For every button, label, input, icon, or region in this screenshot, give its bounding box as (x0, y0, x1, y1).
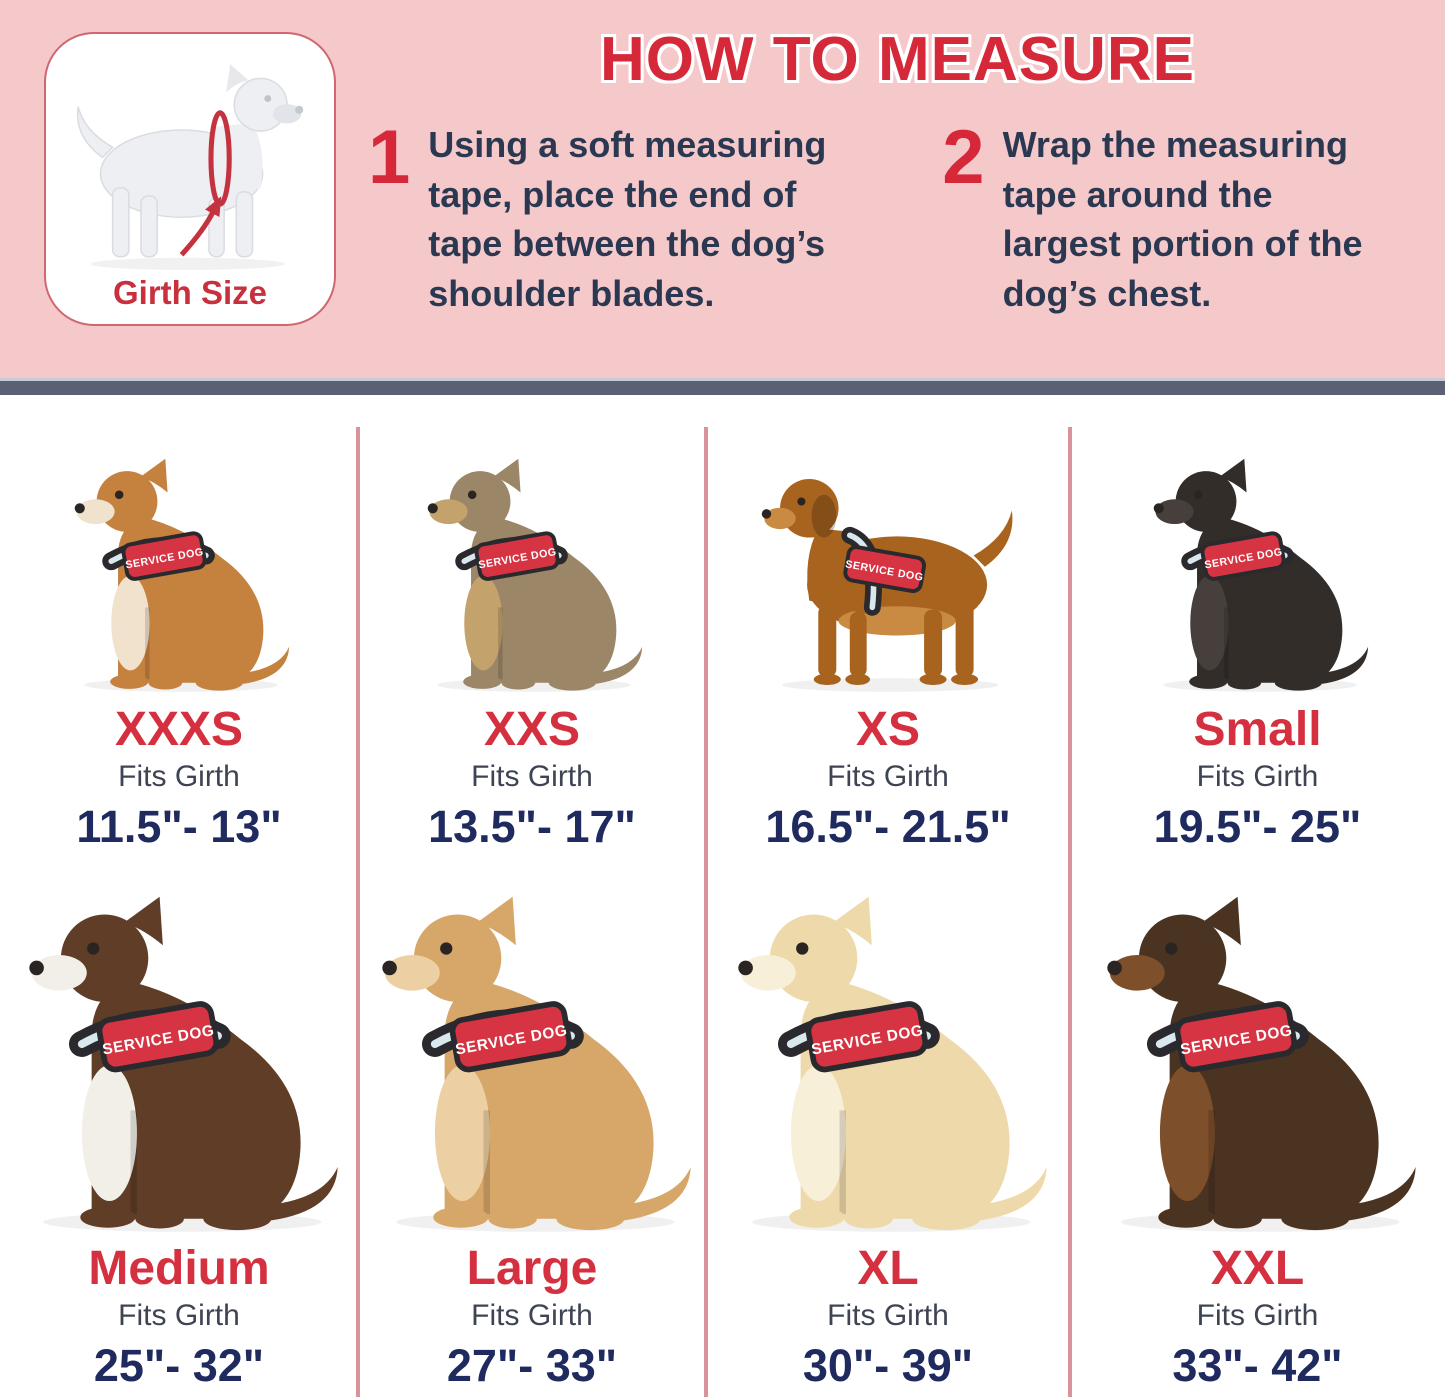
harness-patch: SERVICE DOG (843, 544, 926, 593)
fits-girth-label: Fits Girth (827, 760, 949, 793)
girth-range-value: 25"- 32" (93, 1340, 265, 1391)
doberman-mix-illustration: SERVICE DOG (1107, 896, 1417, 1232)
harness-patch: SERVICE DOG (1175, 1000, 1298, 1073)
size-cell-medium: SERVICE DOG Medium Fits Girth 25"- 32" (0, 870, 358, 1397)
size-name-label: XXXS (114, 702, 244, 756)
column-divider (356, 427, 360, 1397)
step-1-number: 1 (368, 115, 411, 200)
yorkshire-terrier-illustration: SERVICE DOG (427, 458, 643, 692)
girth-range-value: 13.5"- 17" (428, 801, 636, 852)
size-cell-xxl: SERVICE DOG XXL Fits Girth 33"- 42" (1070, 870, 1445, 1397)
girth-range-value: 30"- 39" (802, 1340, 974, 1391)
size-name-label: XS (855, 702, 921, 756)
fits-girth-label: Fits Girth (118, 760, 240, 793)
fits-girth-label: Fits Girth (1196, 760, 1319, 793)
fits-girth-label: Fits Girth (1196, 1299, 1319, 1332)
column-divider (704, 427, 708, 1397)
girth-range-value: 19.5"- 25" (1153, 801, 1362, 852)
girth-range-value: 16.5"- 21.5" (765, 801, 1011, 852)
girth-size-label: Girth Size (112, 274, 268, 311)
fits-girth-label: Fits Girth (471, 1299, 593, 1332)
fits-girth-label: Fits Girth (118, 1299, 240, 1332)
step-1-text: Using a soft measuring tape, place the e… (428, 124, 827, 315)
size-name-label: XL (857, 1241, 919, 1295)
size-cell-large: SERVICE DOG Large Fits Girth 27"- 33" (358, 870, 706, 1397)
harness-patch: SERVICE DOG (805, 1000, 928, 1073)
dog-mannequin-illustration (77, 64, 304, 270)
measuring-steps: 1 Using a soft measuring tape, place the… (368, 120, 1443, 319)
girth-diagram-box: Girth Size (44, 32, 336, 326)
fits-girth-label: Fits Girth (471, 760, 593, 793)
golden-retriever-illustration: SERVICE DOG (738, 896, 1047, 1232)
size-chart-section: SERVICE DOG XXXS Fits Girth 11.5"- 13" (0, 395, 1445, 1397)
size-grid: SERVICE DOG XXXS Fits Girth 11.5"- 13" (0, 395, 1445, 1397)
step-1: 1 Using a soft measuring tape, place the… (368, 120, 908, 319)
size-name-label: Large (466, 1241, 598, 1295)
size-cell-xxs: SERVICE DOG XXS Fits Girth 13.5"- 17" (358, 395, 706, 870)
harness-patch: SERVICE DOG (121, 531, 207, 581)
step-2-text: Wrap the measuring tape around the large… (1002, 124, 1363, 315)
shepherd-mix-illustration: SERVICE DOG (382, 896, 691, 1232)
harness-patch: SERVICE DOG (96, 1000, 219, 1073)
how-to-measure-header: Girth Size HOW TO MEASURE 1 Using a soft… (0, 0, 1445, 378)
size-cell-small: SERVICE DOG Small Fits Girth 19.5"- 25" (1070, 395, 1445, 870)
step-2: 2 Wrap the measuring tape around the lar… (942, 120, 1442, 319)
size-name-label: Medium (88, 1241, 270, 1295)
girth-range-value: 33"- 42" (1172, 1340, 1343, 1391)
size-cell-xs: SERVICE DOG XS Fits Girth 16.5"- 21.5" (706, 395, 1070, 870)
size-name-label: XXL (1210, 1241, 1305, 1295)
dachshund-illustration: SERVICE DOG (761, 478, 1013, 692)
page-title: HOW TO MEASURE (600, 25, 1195, 94)
step-2-number: 2 (942, 115, 985, 200)
size-name-label: XXS (483, 702, 581, 756)
girth-range-value: 27"- 33" (446, 1340, 618, 1391)
girth-arrow (180, 208, 217, 257)
dachshund-puppy-illustration: SERVICE DOG (74, 458, 290, 692)
size-cell-xl: SERVICE DOG XL Fits Girth 30"- 39" (706, 870, 1070, 1397)
harness-patch: SERVICE DOG (1200, 531, 1286, 581)
girth-range-value: 11.5"- 13" (76, 801, 282, 852)
section-divider-bar (0, 378, 1445, 395)
size-cell-xxxs: SERVICE DOG XXXS Fits Girth 11.5"- 13" (0, 395, 358, 870)
fits-girth-label: Fits Girth (827, 1299, 949, 1332)
black-pug-illustration: SERVICE DOG (1153, 458, 1368, 692)
harness-patch: SERVICE DOG (474, 531, 560, 581)
harness-patch: SERVICE DOG (449, 1000, 573, 1073)
size-name-label: Small (1193, 702, 1322, 756)
mixed-breed-illustration: SERVICE DOG (29, 896, 338, 1232)
column-divider (1068, 427, 1072, 1397)
